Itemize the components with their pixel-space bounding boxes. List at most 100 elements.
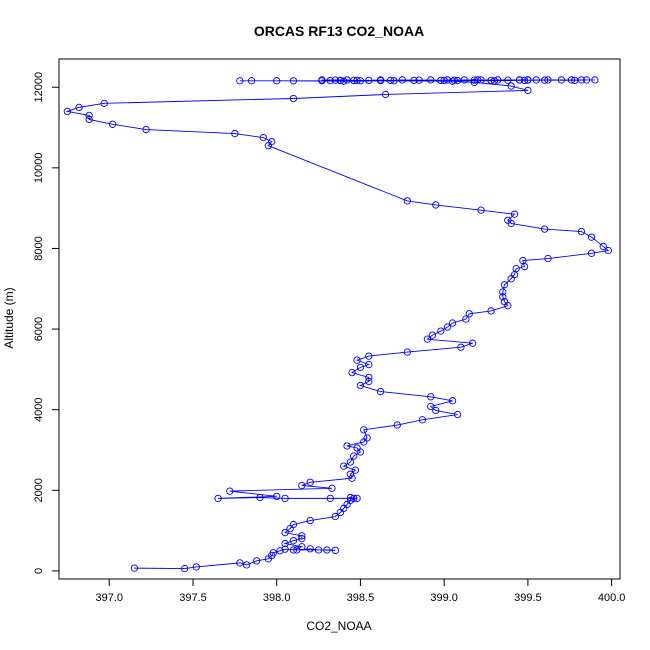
data-point bbox=[289, 77, 298, 85]
data-point bbox=[180, 564, 189, 573]
x-tick-label: 399.5 bbox=[514, 592, 542, 604]
data-point bbox=[336, 76, 344, 85]
data-point bbox=[289, 537, 298, 545]
data-point bbox=[587, 249, 596, 257]
data-point bbox=[427, 402, 435, 411]
data-point bbox=[474, 76, 482, 84]
data-point bbox=[365, 373, 373, 382]
data-point bbox=[557, 76, 566, 84]
data-point bbox=[450, 76, 458, 84]
data-point bbox=[571, 76, 579, 85]
data-point bbox=[500, 281, 509, 289]
data-point bbox=[346, 470, 355, 478]
data-point bbox=[85, 115, 93, 124]
data-point bbox=[214, 494, 222, 503]
data-point bbox=[236, 77, 244, 85]
data-point bbox=[298, 535, 306, 543]
data-point bbox=[381, 90, 390, 99]
data-point bbox=[410, 76, 418, 85]
data-point bbox=[314, 546, 323, 554]
series-line bbox=[65, 79, 610, 569]
data-point bbox=[350, 76, 358, 85]
data-point bbox=[577, 227, 586, 236]
data-point bbox=[350, 452, 358, 460]
data-point bbox=[298, 543, 306, 551]
data-point bbox=[63, 107, 72, 116]
data-point bbox=[500, 298, 509, 306]
data-point bbox=[499, 288, 507, 296]
data-point bbox=[340, 77, 348, 85]
data-point bbox=[252, 557, 261, 565]
data-point bbox=[427, 393, 435, 401]
data-point bbox=[415, 76, 423, 84]
data-point bbox=[544, 76, 552, 84]
data-point bbox=[348, 368, 356, 377]
data-point bbox=[353, 444, 361, 452]
data-point bbox=[298, 481, 306, 490]
data-point bbox=[604, 246, 612, 255]
y-tick-label: 12000 bbox=[33, 72, 45, 103]
data-point bbox=[323, 546, 331, 554]
data-point bbox=[453, 76, 462, 85]
data-point bbox=[376, 76, 385, 85]
data-point bbox=[477, 76, 485, 84]
x-tick-label: 397.0 bbox=[95, 592, 123, 604]
data-point bbox=[504, 216, 512, 224]
data-point bbox=[356, 381, 365, 390]
data-point bbox=[494, 76, 502, 84]
data-point bbox=[443, 323, 452, 331]
data-point bbox=[544, 254, 552, 263]
data-point bbox=[130, 564, 139, 572]
data-point bbox=[423, 335, 432, 343]
data-point bbox=[515, 76, 524, 84]
data-point bbox=[504, 76, 512, 84]
data-point bbox=[465, 310, 473, 318]
x-axis: 397.0 397.5 398.0 398.5 399.0 399.5 400.0 bbox=[95, 579, 625, 604]
data-point bbox=[448, 397, 457, 405]
data-point bbox=[331, 512, 339, 521]
data-point bbox=[281, 494, 289, 503]
data-point bbox=[540, 225, 549, 233]
data-point bbox=[507, 82, 515, 90]
data-point bbox=[365, 76, 373, 85]
data-point bbox=[437, 327, 445, 335]
data-point bbox=[353, 76, 361, 85]
data-point bbox=[540, 76, 549, 84]
data-point bbox=[326, 494, 334, 503]
data-point bbox=[462, 315, 470, 323]
data-point bbox=[276, 547, 284, 555]
data-point bbox=[386, 76, 395, 85]
x-axis-label: CO2_NOAA bbox=[306, 619, 371, 633]
data-point bbox=[390, 77, 398, 85]
data-point bbox=[318, 77, 326, 85]
y-tick-label: 4000 bbox=[33, 397, 45, 421]
data-point bbox=[524, 86, 532, 95]
data-point bbox=[343, 442, 351, 450]
data-point bbox=[567, 76, 576, 84]
data-point bbox=[273, 77, 281, 85]
data-point bbox=[453, 410, 462, 419]
data-point bbox=[340, 462, 348, 470]
data-point bbox=[510, 210, 519, 218]
data-point bbox=[231, 129, 239, 138]
data-point bbox=[353, 356, 361, 364]
data-point bbox=[289, 520, 298, 529]
data-point bbox=[532, 76, 540, 84]
data-point bbox=[273, 492, 281, 501]
data-point bbox=[281, 545, 289, 553]
data-point bbox=[428, 331, 437, 339]
data-point bbox=[306, 516, 314, 525]
data-point bbox=[289, 94, 298, 103]
data-point bbox=[306, 478, 314, 486]
series-layer bbox=[63, 76, 612, 573]
data-point bbox=[100, 99, 108, 107]
data-point bbox=[432, 201, 440, 209]
data-point bbox=[247, 77, 256, 85]
data-point bbox=[432, 406, 440, 415]
data-point bbox=[331, 546, 339, 555]
data-point bbox=[398, 76, 406, 84]
y-axis-label: Altitude (m) bbox=[2, 287, 16, 348]
x-tick-label: 398.0 bbox=[263, 592, 291, 604]
data-point bbox=[591, 76, 599, 84]
